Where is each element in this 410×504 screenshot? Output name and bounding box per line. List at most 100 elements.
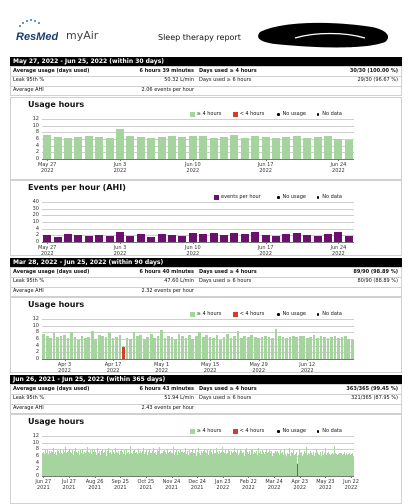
y-tick-label: 2 [35,149,39,156]
y-tick-label: 40 [32,199,39,205]
bar [239,337,243,359]
bar [248,451,250,476]
x-tick-label: May 1 2022 [154,362,170,374]
table-cell: Average usage (days used) [13,268,90,275]
x-tick-label: Jun 10 2022 [184,245,201,257]
bar [305,337,309,359]
x-tick [171,476,173,478]
x-tick-label: Aug 26 2021 [85,479,104,491]
bar [350,453,352,476]
bar [87,455,89,476]
bar [63,234,73,242]
bar [271,138,281,159]
bar [109,452,111,476]
bar [83,451,85,476]
bar [115,454,117,476]
bar [323,135,333,159]
bar [189,453,191,476]
bar [136,454,138,476]
bar [331,454,332,476]
legend-label: ≥ 4 hours [196,311,222,317]
bar [178,451,179,476]
bar [294,455,295,476]
bar [198,332,202,359]
legend-swatch [316,196,320,199]
bar [101,336,105,359]
bar [124,450,125,476]
bar [266,449,267,476]
bar [279,449,281,476]
bar [132,332,136,359]
bar [205,334,209,359]
bar [219,451,220,476]
bar [209,233,218,242]
bar [318,453,319,476]
legend-swatch [277,313,280,316]
bar [144,452,146,476]
bar [247,452,248,476]
x-tick [161,359,163,361]
bar [113,452,114,476]
bar [82,449,83,476]
bar [335,453,336,476]
bar [43,454,45,476]
bar [319,452,321,476]
bar [161,453,163,476]
bar [261,137,270,159]
bar [77,339,80,359]
bar [218,454,219,476]
bar [309,456,311,476]
y-tick-label: 20 [32,212,39,219]
bar [303,451,305,476]
bar [271,451,272,476]
bar [181,336,184,359]
bar [43,235,52,242]
bar [340,336,344,359]
bar [284,454,286,476]
legend-swatch [277,113,280,116]
legend-label: ≥ 4 hours [196,428,222,434]
bar [343,452,345,476]
bar [62,450,64,476]
table-box [10,66,402,96]
bar [274,329,278,359]
bar [306,446,307,476]
bar [275,454,277,476]
bar [336,455,338,476]
bar [116,452,118,476]
legend-label: No usage [282,311,306,317]
bar [253,337,257,359]
bar [86,447,88,476]
bar [224,453,225,476]
bar [99,450,101,476]
table-box [10,267,402,297]
bar [90,331,94,359]
bar [276,452,277,476]
bar [267,337,271,359]
bar [316,454,318,476]
bar [97,453,99,476]
y-tick-label: 8 [35,446,39,453]
bar [195,455,197,476]
bar [108,453,110,476]
legend-label: No usage [282,194,306,200]
bar [207,449,208,476]
bar [94,449,95,476]
bar [299,449,301,476]
bar [313,455,315,476]
legend-swatch [189,111,195,117]
bar [122,452,124,476]
legend-label: < 4 hours [239,311,265,317]
bar [206,453,207,476]
bar [135,453,136,476]
bar [156,336,160,359]
bar [104,454,106,476]
bar [272,452,274,476]
bar [262,452,264,476]
bar [250,449,252,476]
bar [85,451,87,476]
grid-line [42,319,354,320]
bar [133,454,135,476]
table-cell: Average AHI [13,404,44,411]
table-cell: Leak 95th % [13,395,45,401]
